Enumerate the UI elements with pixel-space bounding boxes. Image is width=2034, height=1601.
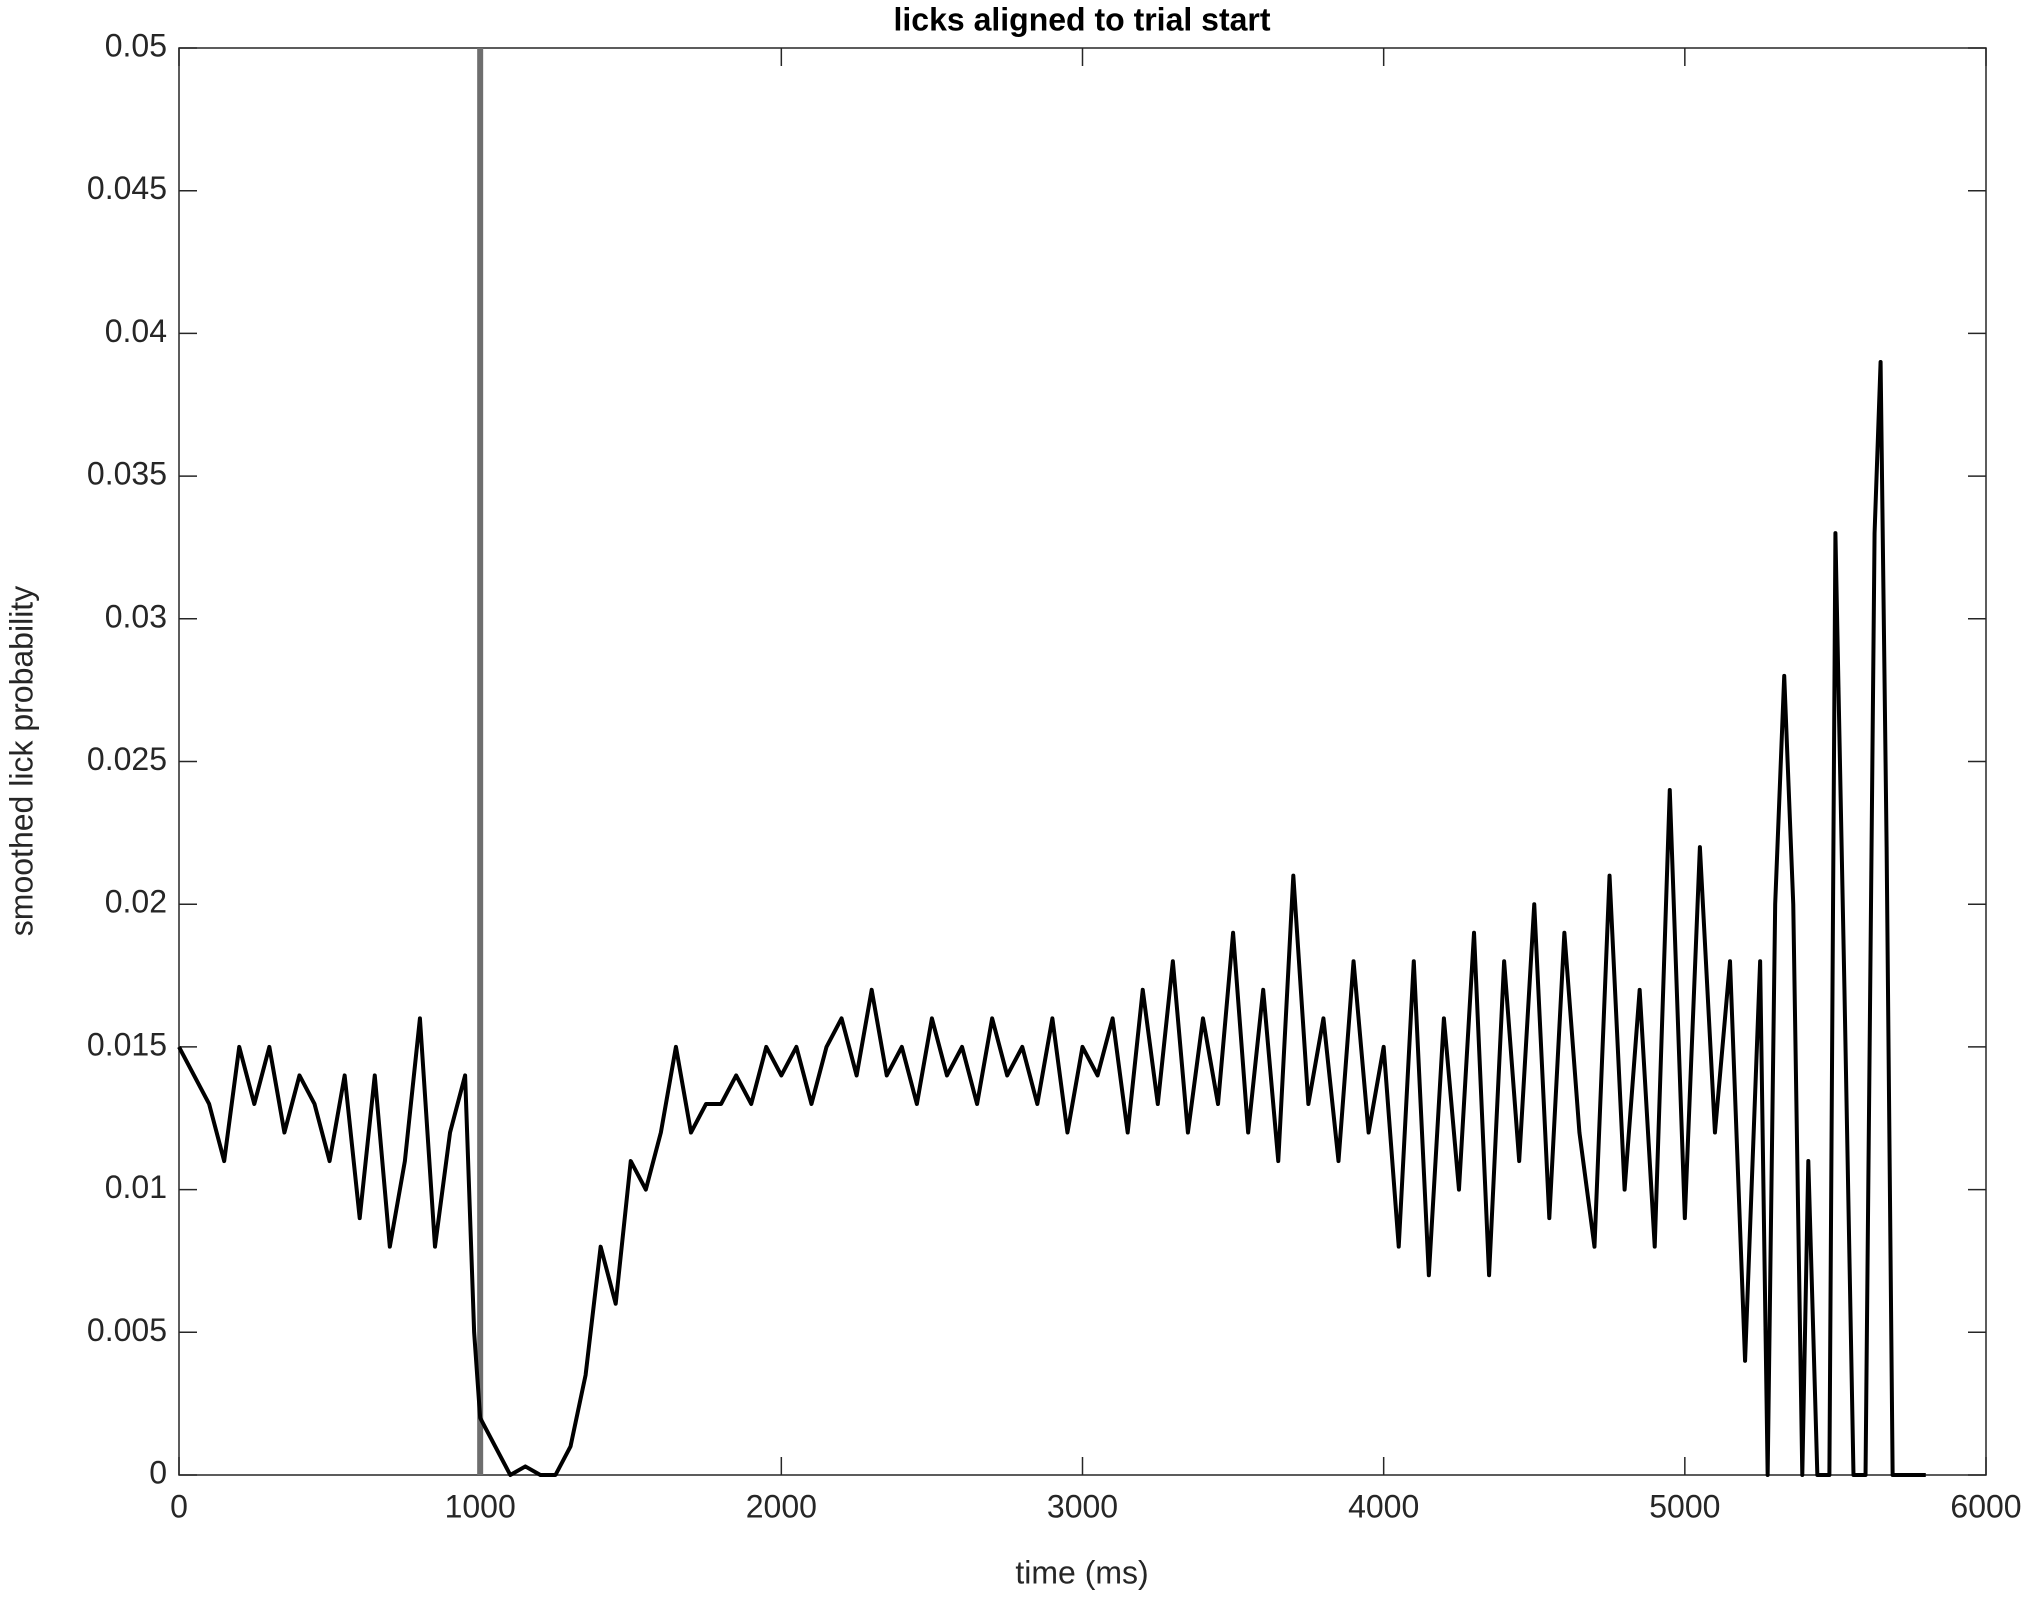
- x-tick-label: 0: [170, 1488, 188, 1524]
- y-tick-label: 0: [149, 1454, 167, 1490]
- y-tick-label: 0.04: [105, 313, 167, 349]
- y-tick-label: 0.025: [87, 741, 167, 777]
- chart-title: licks aligned to trial start: [894, 1, 1271, 37]
- y-tick-label: 0.02: [105, 884, 167, 920]
- y-tick-label: 0.05: [105, 27, 167, 63]
- plot-frame: [178, 47, 1987, 1476]
- y-tick-label: 0.01: [105, 1169, 167, 1205]
- x-tick-label: 6000: [1950, 1488, 2021, 1524]
- x-tick-label: 4000: [1348, 1488, 1419, 1524]
- y-tick-label: 0.035: [87, 456, 167, 492]
- data-line: [177, 359, 1926, 1477]
- y-axis-label: smoothed lick probability: [3, 586, 39, 936]
- x-tick-label: 3000: [1047, 1488, 1118, 1524]
- x-tick-label: 5000: [1649, 1488, 1720, 1524]
- y-tick-label: 0.03: [105, 598, 167, 634]
- y-tick-label: 0.045: [87, 170, 167, 206]
- x-axis-label: time (ms): [1015, 1554, 1148, 1590]
- y-tick-label: 0.005: [87, 1312, 167, 1348]
- y-tick-label: 0.015: [87, 1026, 167, 1062]
- x-tick-label: 1000: [445, 1488, 516, 1524]
- x-tick-label: 2000: [746, 1488, 817, 1524]
